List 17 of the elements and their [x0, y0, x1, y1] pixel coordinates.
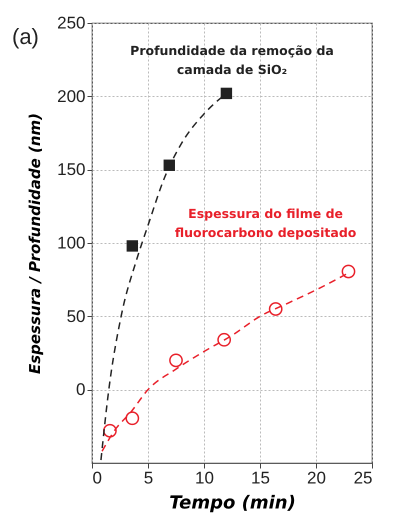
- y-tick-label: 150: [57, 160, 86, 180]
- y-tick-label: 200: [57, 86, 86, 106]
- y-tick-label: 250: [57, 14, 86, 32]
- x-tick-label: 15: [251, 468, 270, 488]
- x-tick-label: 5: [144, 468, 154, 488]
- y-tick-label: 0: [76, 380, 86, 400]
- text: Profundidade da remoção da camada de SiO₂: [130, 43, 334, 77]
- y-tick-label: 50: [66, 306, 86, 326]
- y-axis-title: Espessura / Profundidade (nm): [26, 112, 44, 374]
- x-axis-title: Tempo (min): [169, 492, 296, 514]
- text: (a): [12, 24, 39, 49]
- y-tick-label: 100: [57, 234, 86, 252]
- x-tick-label: 10: [195, 468, 214, 488]
- x-tick-label: 25: [354, 468, 372, 488]
- x-tick-label: 20: [307, 468, 326, 488]
- x-tick-label: 0: [92, 468, 102, 488]
- text: Espessura do filme de fluorocarbono depositado: [174, 206, 357, 240]
